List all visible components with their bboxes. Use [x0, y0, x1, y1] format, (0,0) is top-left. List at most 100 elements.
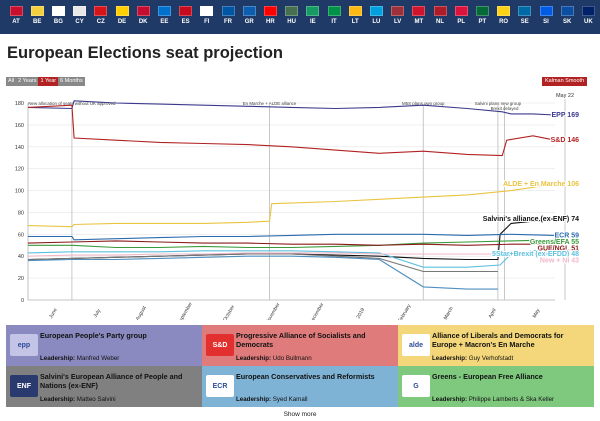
y-tick-label: 180 — [15, 101, 24, 107]
event-label: Salvini plans new group — [475, 101, 522, 106]
series-line-alde — [27, 183, 556, 228]
x-tick-label: September — [177, 301, 195, 320]
flag-bg[interactable]: BG — [46, 4, 70, 32]
leadership-label: Leadership: — [236, 396, 273, 403]
flag-icon — [200, 6, 214, 16]
leadership-label: Leadership: — [236, 355, 273, 362]
flag-ee[interactable]: EE — [152, 4, 176, 32]
flag-code: CY — [75, 19, 84, 25]
series-line-greens — [28, 239, 556, 249]
flag-gr[interactable]: GR — [237, 4, 261, 32]
flag-fr[interactable]: FR — [216, 4, 240, 32]
party-leadership: Leadership: Udo Bullmann — [236, 355, 312, 362]
y-tick-label: 100 — [15, 189, 24, 195]
flag-de[interactable]: DE — [110, 4, 134, 32]
flag-hu[interactable]: HU — [280, 4, 304, 32]
flag-code: AT — [12, 19, 20, 25]
party-logo-icon: G — [402, 375, 430, 397]
flag-code: SE — [520, 19, 529, 25]
flag-sk[interactable]: SK — [555, 4, 579, 32]
x-tick-label: April — [488, 308, 498, 320]
party-card[interactable]: ECR European Conservatives and Reformists… — [202, 366, 398, 407]
flag-code: FI — [204, 19, 210, 25]
series-end-label: ALDE + En Marche 106 — [503, 181, 579, 188]
flag-lu[interactable]: LU — [364, 4, 388, 32]
flag-es[interactable]: ES — [174, 4, 198, 32]
flag-icon — [497, 6, 511, 16]
flag-icon — [306, 6, 320, 16]
flag-code: LU — [372, 19, 381, 25]
flag-lv[interactable]: LV — [386, 4, 410, 32]
flag-icon — [136, 6, 150, 16]
event-label: M5S plans own group — [402, 101, 445, 106]
flag-code: HR — [266, 19, 275, 25]
flag-nl[interactable]: NL — [428, 4, 452, 32]
flag-icon — [157, 6, 171, 16]
flag-se[interactable]: SE — [513, 4, 537, 32]
flag-it[interactable]: IT — [322, 4, 346, 32]
flag-code: SI — [543, 19, 549, 25]
show-more-link[interactable]: Show more — [283, 411, 317, 418]
leader-name: Philippe Lamberts & Ska Keller — [468, 396, 555, 403]
party-card[interactable]: alde Alliance of Liberals and Democrats f… — [398, 325, 594, 366]
flag-code: NL — [436, 19, 444, 25]
x-tick-label: November — [265, 302, 282, 320]
event-label: New allocation of seats without UK appro… — [28, 101, 116, 106]
party-card[interactable]: S&D Progressive Alliance of Socialists an… — [202, 325, 398, 366]
flag-uk[interactable]: UK — [576, 4, 600, 32]
flag-ie[interactable]: IE — [301, 4, 325, 32]
flag-icon — [539, 6, 553, 16]
flag-be[interactable]: BE — [25, 4, 49, 32]
flag-pl[interactable]: PL — [449, 4, 473, 32]
flag-code: BG — [53, 19, 63, 25]
range-button-6-months[interactable]: 6 Months — [58, 77, 85, 86]
flag-si[interactable]: SI — [534, 4, 558, 32]
series-end-label: Salvini's alliance (ex-ENF) 74 — [483, 216, 579, 223]
range-button-2-years[interactable]: 2 Years — [16, 77, 39, 86]
flag-mt[interactable]: MT — [407, 4, 431, 32]
flag-icon — [327, 6, 341, 16]
flag-icon — [242, 6, 256, 16]
kalman-smooth-button[interactable]: Kalman Smooth — [542, 77, 588, 86]
flag-cz[interactable]: CZ — [89, 4, 113, 32]
flag-icon — [73, 6, 87, 16]
series-end-label: Greens/EFA 55 — [530, 239, 579, 246]
party-card[interactable]: G Greens - European Free Alliance Leadersh… — [398, 366, 594, 407]
flag-code: MT — [414, 19, 424, 25]
flag-code: PT — [478, 19, 487, 25]
leader-name: Manfred Weber — [76, 355, 120, 362]
seat-projection-chart: 0 20 40 60 80 100 120 140 160 180 June July August Se… — [15, 93, 580, 320]
flag-ro[interactable]: RO — [492, 4, 516, 32]
party-cards: epp European People's Party group Leadersh… — [6, 325, 594, 407]
flag-icon — [391, 6, 405, 16]
flag-pt[interactable]: PT — [470, 4, 494, 32]
flag-icon — [179, 6, 193, 16]
leadership-label: Leadership: — [40, 355, 77, 362]
x-tick-label: February — [397, 303, 412, 320]
event-label: En Marche + ALDE alliance — [243, 101, 297, 106]
flag-at[interactable]: AT — [4, 4, 28, 32]
range-button-1-year[interactable]: 1 Year — [38, 77, 59, 86]
range-button-all[interactable]: All — [6, 77, 17, 86]
series-end-label: GUE/NGL 51 — [538, 246, 580, 253]
event-label: Brexit delayed — [491, 106, 519, 111]
flag-hr[interactable]: HR — [258, 4, 282, 32]
x-tick-label: December — [309, 302, 326, 320]
party-name: European People's Party group — [40, 331, 147, 340]
page-title: European Elections seat projection — [7, 44, 283, 62]
flag-dk[interactable]: DK — [131, 4, 155, 32]
party-logo-icon: S&D — [206, 334, 234, 356]
flag-icon — [51, 6, 65, 16]
flag-lt[interactable]: LT — [343, 4, 367, 32]
party-leadership: Leadership: Guy Verhofstadt — [432, 355, 513, 362]
party-card[interactable]: epp European People's Party group Leadersh… — [6, 325, 202, 366]
y-tick-label: 140 — [15, 145, 24, 151]
flag-fi[interactable]: FI — [195, 4, 219, 32]
party-name: Greens - European Free Alliance — [432, 372, 543, 381]
flag-code: IE — [309, 19, 316, 25]
flag-code: BE — [33, 19, 42, 25]
flag-icon — [30, 6, 44, 16]
party-card[interactable]: ENF Salvini's European Alliance of People… — [6, 366, 202, 407]
range-selector: All 2 Years 1 Year 6 Months — [6, 77, 85, 86]
flag-cy[interactable]: CY — [68, 4, 92, 32]
